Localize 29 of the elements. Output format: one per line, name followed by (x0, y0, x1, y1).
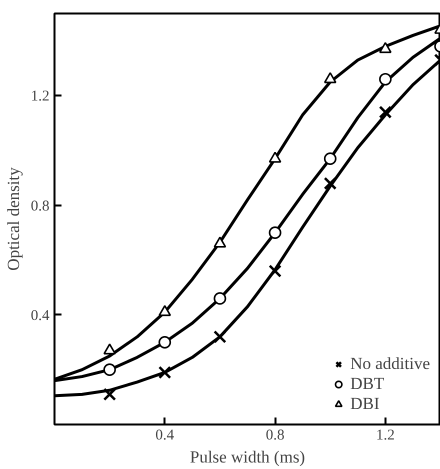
point (379, 72, 392, 86)
point (268, 264, 282, 278)
point (103, 388, 116, 401)
y-axis-title: Optical density (4, 166, 23, 271)
legend-label: DBI (350, 394, 380, 414)
y-tick-label: 0.8 (30, 198, 50, 214)
point (103, 363, 116, 376)
point (324, 152, 337, 166)
point (268, 152, 282, 163)
y-tick-label: 1.2 (30, 88, 50, 105)
x-axis-title: Pulse width (ms) (190, 448, 306, 466)
y-tick-label: 0.4 (30, 308, 50, 324)
legend-label: DBT (350, 374, 384, 394)
point (103, 343, 116, 354)
point (324, 176, 337, 190)
point (158, 305, 172, 316)
x-tick-label: 0.4 (155, 428, 175, 444)
point (268, 226, 282, 239)
point (213, 330, 226, 344)
point (324, 72, 337, 84)
point (158, 366, 172, 379)
point (379, 42, 392, 54)
point (214, 236, 226, 248)
point (214, 292, 226, 305)
legend-label: No additive (350, 354, 430, 374)
x-tick-label: 0.8 (266, 428, 284, 444)
point (378, 106, 392, 119)
point (158, 336, 172, 349)
x-tick-label: 1.2 (376, 428, 395, 444)
